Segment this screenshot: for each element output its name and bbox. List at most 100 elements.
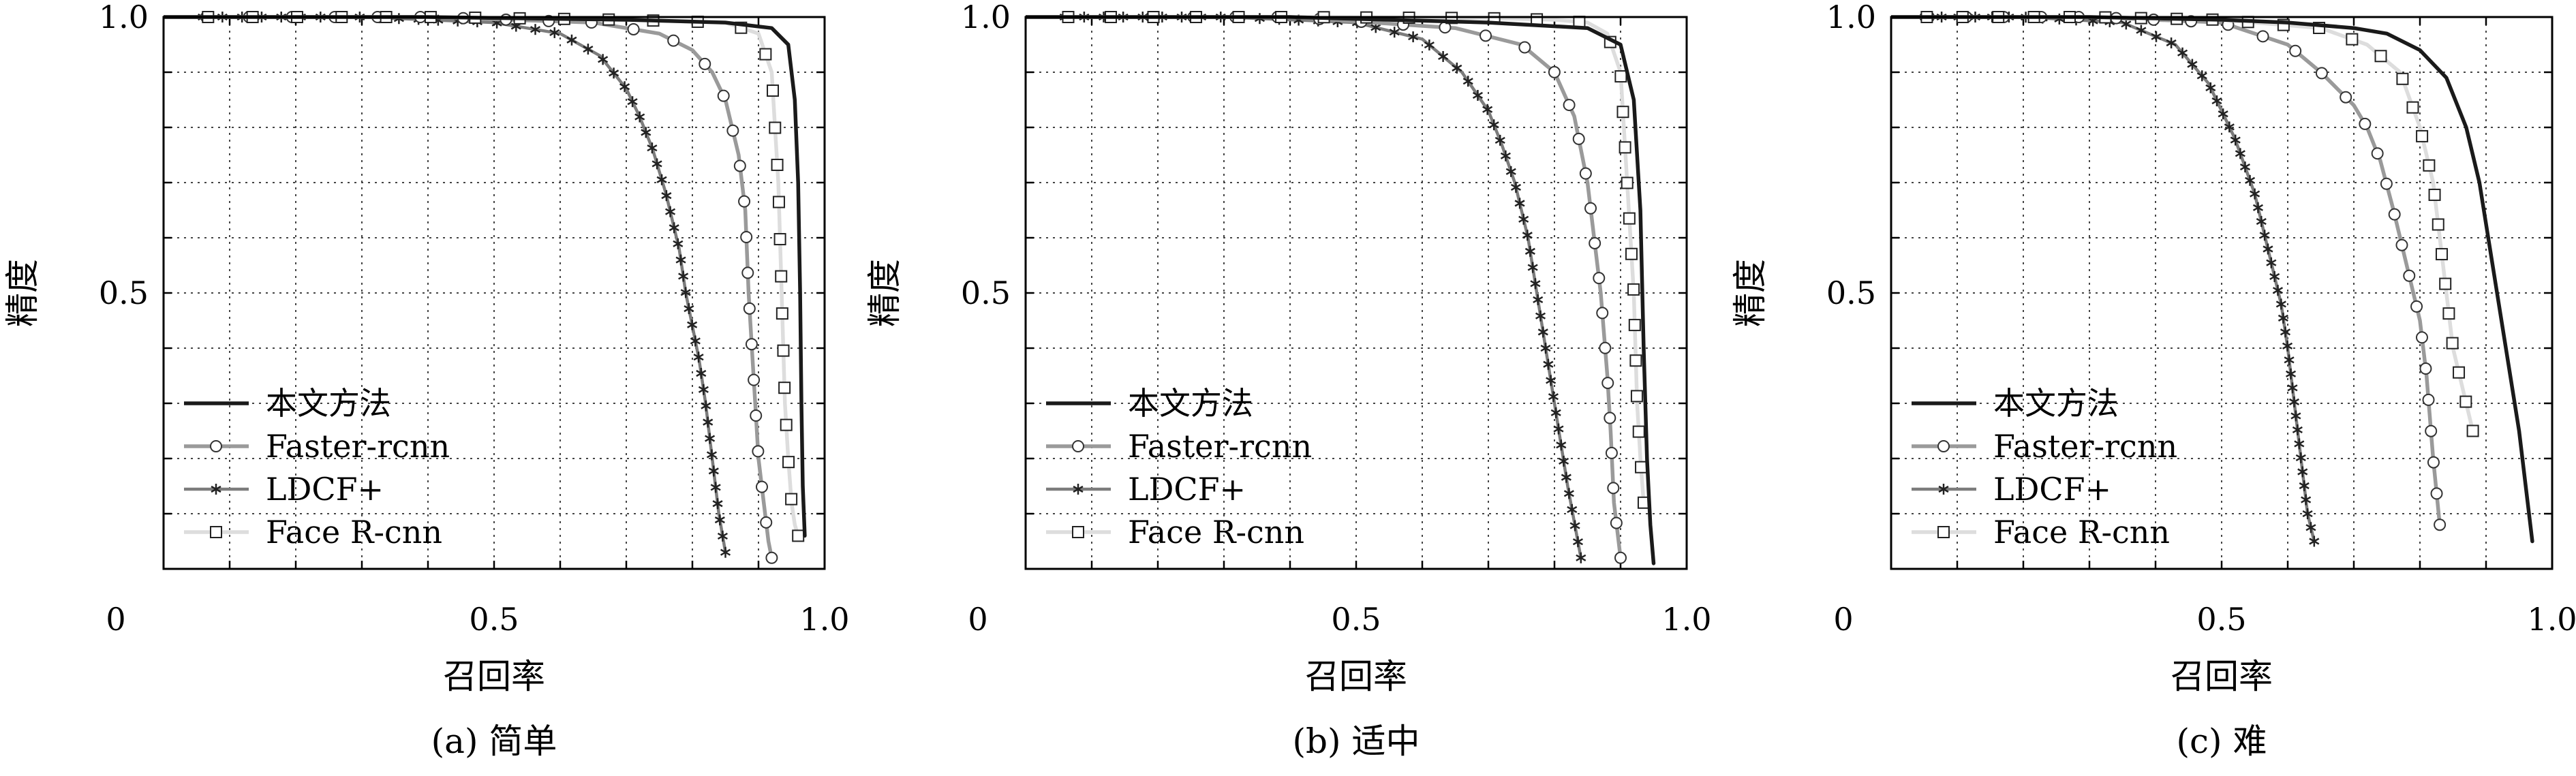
series-marker-Face R-cnn — [2406, 101, 2419, 114]
series-marker-LDCF+-stroke — [641, 129, 651, 136]
series-marker-Face R-cnn — [769, 121, 782, 134]
legend-marker-Face R-cnn — [1937, 526, 1950, 538]
series-marker-LDCF+-stroke — [1370, 24, 1381, 31]
legend-label: 本文方法 — [1128, 385, 1253, 422]
series-marker-LDCF+ — [1572, 536, 1584, 548]
series-marker-Face R-cnn — [1632, 425, 1645, 438]
series-marker-Face R-cnn — [2428, 188, 2441, 201]
series-marker-LDCF+ — [675, 254, 686, 266]
series-marker-LDCF+-stroke — [1424, 41, 1435, 49]
series-marker-LDCF+-stroke — [720, 548, 731, 556]
series-marker-Face R-cnn — [2453, 366, 2466, 379]
series-marker-LDCF+ — [619, 81, 630, 93]
series-marker-Faster-rcnn — [2430, 487, 2443, 500]
legend: 本文方法 Faster-rcnn LDCF+ Face R-cnn — [184, 385, 450, 550]
series-marker-Faster-rcnn — [738, 195, 751, 208]
series-marker-LDCF+ — [1556, 439, 1567, 451]
x-tick-label: 0 — [1833, 601, 1853, 638]
series-marker-LDCF+ — [2302, 508, 2313, 520]
series-marker-Face R-cnn — [773, 233, 786, 246]
y-tick-label: 0.5 — [99, 275, 149, 311]
series-line-LDCF+ — [1026, 15, 1583, 560]
panel-caption: (a) 简单 — [431, 721, 557, 761]
series-marker-LDCF+-stroke — [1438, 52, 1449, 61]
series-marker-Faster-rcnn — [2415, 331, 2428, 344]
series-marker-LDCF+ — [1561, 471, 1571, 483]
series-marker-LDCF+ — [2309, 536, 2320, 547]
x-tick-label: 0.5 — [1331, 601, 1381, 638]
legend-label: 本文方法 — [266, 385, 391, 422]
legend: 本文方法 Faster-rcnn LDCF+ Face R-cnn — [1912, 385, 2177, 550]
series-marker-LDCF+ — [2239, 161, 2251, 173]
series-marker-LDCF+ — [1548, 391, 1559, 403]
grid — [1026, 17, 1687, 569]
series-marker-LDCF+-stroke — [698, 386, 709, 393]
series-marker-LDCF+ — [2166, 37, 2177, 48]
x-tick-label: 0 — [968, 601, 987, 638]
series-marker-LDCF+-stroke — [1576, 554, 1586, 561]
series-marker-LDCF+-stroke — [2305, 524, 2316, 531]
series-marker-Faster-rcnn — [1605, 446, 1618, 459]
series-marker-LDCF+-stroke — [1522, 232, 1533, 239]
series-marker-LDCF+ — [708, 465, 719, 477]
plot-frame — [162, 16, 826, 570]
series-marker-LDCF+-stroke — [669, 224, 679, 232]
series-marker-Faster-rcnn — [760, 516, 773, 529]
series-marker-Face R-cnn — [782, 456, 795, 469]
series-line-Face R-cnn — [1026, 15, 1646, 505]
y-tick-label: 1.0 — [961, 0, 1011, 35]
series-marker-Faster-rcnn — [2289, 44, 2302, 57]
series-marker-LDCF+ — [717, 530, 728, 542]
series-marker-LDCF+ — [2196, 70, 2207, 82]
series-marker-Face R-cnn — [1616, 106, 1629, 119]
series-marker-LDCF+-stroke — [1550, 409, 1561, 416]
series-marker-LDCF+ — [2205, 82, 2216, 93]
series-marker-LDCF+-stroke — [1548, 393, 1559, 401]
y-tick-label: 1.0 — [99, 0, 149, 35]
series-marker-LDCF+ — [2218, 108, 2228, 120]
series-marker-LDCF+-stroke — [2284, 356, 2295, 364]
series-marker-LDCF+ — [712, 498, 723, 510]
series-marker-LDCF+ — [1518, 213, 1529, 225]
series-marker-Faster-rcnn — [2422, 393, 2435, 406]
series-marker-LDCF+ — [680, 287, 691, 298]
series-marker-Faster-rcnn — [750, 409, 763, 422]
series-marker-LDCF+ — [2250, 188, 2260, 200]
series-marker-LDCF+-stroke — [1556, 441, 1567, 449]
series-marker-Face R-cnn — [2446, 337, 2459, 350]
series-marker-LDCF+-stroke — [1535, 312, 1546, 320]
x-tick-label: 0.5 — [469, 601, 519, 638]
series-marker-LDCF+ — [2288, 396, 2299, 407]
series-marker-LDCF+ — [664, 206, 676, 217]
series-marker-LDCF+-stroke — [1505, 168, 1516, 175]
series-marker-LDCF+-stroke — [2211, 97, 2222, 105]
panel-2: 0.5 1.0 0 0.5 1.0 召回率 精度 (b) 适中 本文方法 Faster-rcnn L… — [865, 0, 1712, 761]
series-marker-LDCF+ — [1553, 423, 1564, 435]
series-marker-LDCF+-stroke — [2290, 412, 2301, 420]
series-marker-LDCF+ — [2280, 326, 2291, 338]
legend-marker-LDCF+ — [1938, 484, 1949, 495]
series-marker-Faster-rcnn — [1572, 132, 1585, 145]
series-marker-LDCF+ — [1527, 262, 1538, 273]
legend-marker-Face R-cnn — [210, 526, 222, 538]
series-marker-LDCF+-stroke — [2252, 204, 2263, 211]
series-marker-LDCF+-stroke — [2280, 328, 2291, 336]
series-marker-LDCF+-stroke — [583, 45, 594, 53]
series-marker-LDCF+ — [2272, 285, 2284, 296]
series-marker-LDCF+ — [2244, 174, 2256, 186]
series-line-本文方法 — [1891, 15, 2534, 544]
series-marker-LDCF+ — [2259, 230, 2270, 241]
legend-label: Faster-rcnn — [1128, 428, 1312, 465]
series-marker-LDCF+ — [2285, 368, 2297, 379]
legend-marker-Face R-cnn — [1072, 526, 1084, 538]
series-line-本文方法 — [164, 15, 807, 538]
series-marker-LDCF+ — [1559, 455, 1569, 467]
series-marker-LDCF+ — [2305, 522, 2316, 533]
series-marker-Face R-cnn — [2439, 277, 2452, 290]
legend-marker-LDCF+-stroke — [211, 485, 221, 493]
series-marker-LDCF+-stroke — [687, 321, 698, 328]
series-marker-LDCF+-stroke — [1408, 33, 1419, 41]
series-marker-LDCF+ — [2269, 270, 2280, 282]
series-marker-Face R-cnn — [1628, 319, 1641, 332]
series-marker-LDCF+ — [2295, 452, 2306, 463]
